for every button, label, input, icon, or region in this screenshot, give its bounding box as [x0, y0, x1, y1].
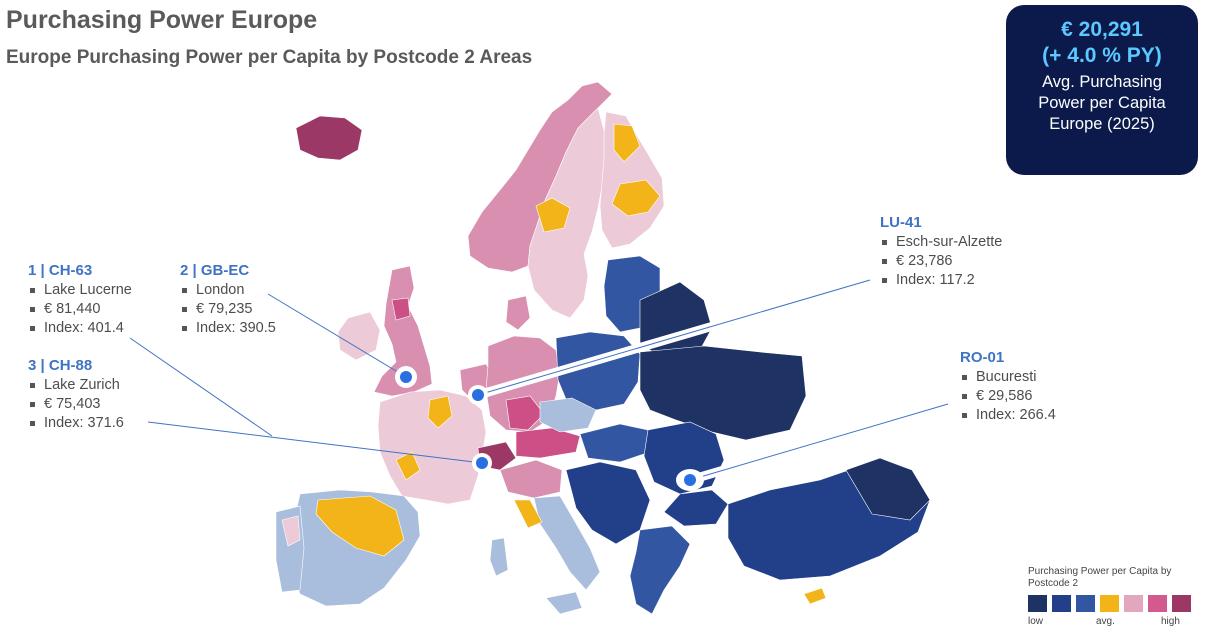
callout-title: RO-01 — [960, 349, 1005, 366]
region-sardinia — [489, 537, 509, 577]
region-greece — [629, 525, 691, 615]
leader-line-gbec — [267, 293, 407, 378]
callout-place: Esch-sur-Alzette — [896, 234, 1003, 250]
legend-swatch — [1100, 595, 1119, 612]
legend: Purchasing Power per Capita by Postcode … — [1028, 566, 1198, 628]
region-sicily — [545, 591, 583, 615]
callout-index: Index: 390.5 — [196, 320, 276, 336]
region-italy-avg — [513, 499, 543, 529]
region-bulgaria — [663, 489, 729, 527]
callout-title: LU-41 — [880, 214, 922, 231]
callout-value: € 81,440 — [44, 301, 101, 317]
marker-bucuresti[interactable] — [676, 469, 704, 491]
legend-label-avg: avg. — [1096, 616, 1115, 627]
legend-swatch — [1076, 595, 1095, 612]
callout-index: Index: 371.6 — [44, 415, 124, 431]
callout-lu41: LU-41 Esch-sur-Alzette € 23,786 Index: 1… — [880, 213, 1002, 290]
page-title: Purchasing Power Europe — [6, 6, 318, 34]
kpi-value: € 20,291 — [1061, 18, 1143, 41]
kpi-description-line: Europe (2025) — [1049, 115, 1155, 133]
callout-title: 2 | GB-EC — [180, 262, 250, 279]
callout-value: € 75,403 — [44, 396, 101, 412]
page-subtitle: Europe Purchasing Power per Capita by Po… — [6, 47, 533, 68]
region-denmark — [505, 295, 531, 331]
region-cyprus — [803, 587, 827, 605]
legend-swatch — [1172, 595, 1191, 612]
kpi-description-line: Avg. Purchasing — [1042, 73, 1162, 91]
region-austria — [515, 427, 581, 459]
callout-value: € 23,786 — [896, 253, 953, 269]
region-ireland — [337, 311, 381, 361]
leader-line-ch88 — [147, 421, 483, 464]
region-czechia — [539, 397, 597, 433]
kpi-description-line: Power per Capita — [1038, 94, 1166, 112]
callout-ro01: RO-01 Bucuresti € 29,586 Index: 266.4 — [960, 348, 1056, 425]
region-turkey-east — [845, 457, 931, 521]
legend-label-high: high — [1161, 616, 1180, 627]
region-scotland-high — [391, 297, 411, 321]
region-finland-avg — [613, 123, 641, 163]
callout-index: Index: 117.2 — [896, 272, 975, 288]
callout-title: 3 | CH-88 — [28, 357, 93, 374]
legend-swatches — [1028, 595, 1198, 612]
leader-line-ch63 — [129, 337, 273, 437]
region-iceland — [295, 115, 363, 161]
region-germany-high — [505, 395, 545, 431]
marker-esch-sur-alzette[interactable] — [468, 385, 488, 405]
callout-place: Bucuresti — [976, 369, 1037, 385]
region-portugal-pink — [281, 515, 301, 547]
legend-swatch — [1028, 595, 1047, 612]
region-spain-avg — [315, 495, 405, 557]
callout-value: € 79,235 — [196, 301, 253, 317]
callout-index: Index: 266.4 — [976, 407, 1056, 423]
legend-swatch — [1148, 595, 1167, 612]
region-sweden-avg — [535, 197, 571, 233]
region-hungary — [579, 423, 651, 463]
kpi-change: (+ 4.0 % PY) — [1042, 44, 1162, 67]
callout-place: Lake Zurich — [44, 377, 120, 393]
callout-ch88: 3 | CH-88 Lake Zurich € 75,403 Index: 37… — [28, 356, 124, 433]
callout-gbec: 2 | GB-EC London € 79,235 Index: 390.5 — [180, 261, 276, 338]
region-finland-avg-2 — [611, 179, 661, 217]
region-france-avg-2 — [395, 451, 421, 481]
region-france-avg — [427, 395, 453, 429]
region-ukraine — [639, 345, 807, 441]
legend-title: Purchasing Power per Capita by Postcode … — [1028, 566, 1172, 589]
region-italy-south — [533, 495, 601, 591]
callout-index: Index: 401.4 — [44, 320, 124, 336]
legend-swatch — [1124, 595, 1143, 612]
leader-line-lu41-inner — [477, 279, 871, 396]
callout-title: 1 | CH-63 — [28, 262, 93, 279]
marker-london[interactable] — [395, 366, 417, 388]
kpi-box: € 20,291 (+ 4.0 % PY) Avg. Purchasing Po… — [1006, 5, 1198, 175]
legend-label-low: low — [1028, 616, 1044, 627]
region-italy-north — [499, 459, 563, 499]
callout-ch63: 1 | CH-63 Lake Lucerne € 81,440 Index: 4… — [28, 261, 132, 338]
callout-value: € 29,586 — [976, 388, 1033, 404]
legend-swatch — [1052, 595, 1071, 612]
leader-line-ro01-inner — [689, 403, 949, 481]
marker-lake-zurich[interactable] — [472, 453, 492, 473]
callout-place: London — [196, 282, 245, 298]
kpi-description: Avg. Purchasing Power per Capita Europe … — [1006, 72, 1198, 135]
callout-place: Lake Lucerne — [44, 282, 132, 298]
